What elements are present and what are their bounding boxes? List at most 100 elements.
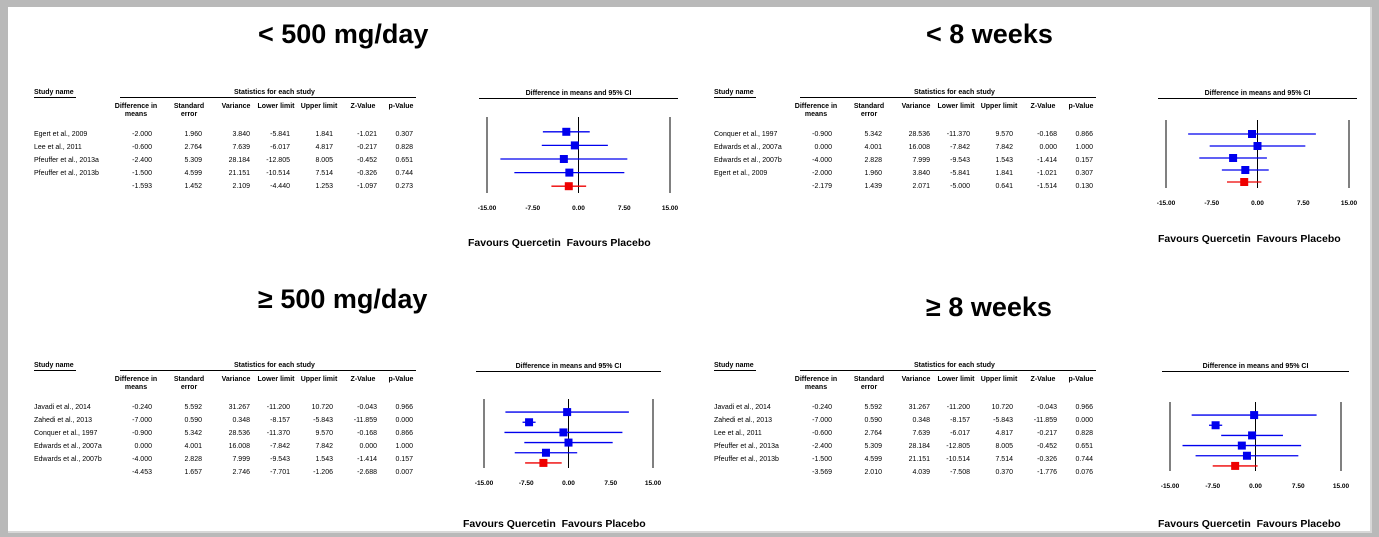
p-cell: 0.157 xyxy=(395,456,413,463)
axis-tick-label: -15.00 xyxy=(475,480,494,487)
se-cell: 0.590 xyxy=(184,417,202,424)
z-cell: -0.217 xyxy=(357,144,377,151)
forest-panel: < 8 weeks Study name Statistics for each s… xyxy=(688,7,1368,269)
col-header-p: p-Value xyxy=(1068,103,1094,110)
upper-cell: 0.641 xyxy=(995,183,1013,190)
z-cell: 0.000 xyxy=(1039,144,1057,151)
se-cell: 1.960 xyxy=(184,131,202,138)
forest-plot: -15.00 -7.50 0.00 7.50 15.00 xyxy=(1157,120,1358,207)
p-cell: 1.000 xyxy=(395,443,413,450)
diff-cell: -1.500 xyxy=(812,456,832,463)
favours-left-label: Favours Quercetin xyxy=(468,237,561,249)
plot-header: Difference in means and 95% CI xyxy=(525,90,632,97)
z-cell: -1.021 xyxy=(357,131,377,138)
lower-cell: -11.200 xyxy=(946,404,970,411)
favours-right-label: Favours Placebo xyxy=(1256,518,1341,530)
diff-cell: -4.000 xyxy=(132,456,152,463)
p-cell: 0.651 xyxy=(1075,443,1093,450)
favours-labels: Favours Quercetin Favours Placebo xyxy=(1158,518,1341,530)
variance-cell: 31.267 xyxy=(908,404,930,411)
col-header-variance: Variance xyxy=(221,376,251,383)
p-cell: 0.130 xyxy=(1075,183,1093,190)
study-name-cell: Pfeuffer et al., 2013b xyxy=(714,456,779,463)
axis-tick-label: 7.50 xyxy=(618,205,631,212)
p-cell: 0.000 xyxy=(1075,417,1093,424)
col-header-lower: Lower limit xyxy=(257,103,295,110)
se-cell: 5.309 xyxy=(184,157,202,164)
forest-panel: < 500 mg/day Study name Statistics for eac… xyxy=(8,7,688,269)
upper-cell: 1.841 xyxy=(315,131,333,138)
col-header-lower: Lower limit xyxy=(937,376,975,383)
se-cell: 5.592 xyxy=(864,404,882,411)
se-cell: 2.828 xyxy=(184,456,202,463)
axis-tick-label: 0.00 xyxy=(572,205,585,212)
diff-cell: -2.000 xyxy=(812,170,832,177)
p-cell: 0.744 xyxy=(1075,456,1093,463)
summary-point xyxy=(1231,461,1240,470)
upper-cell: 7.842 xyxy=(315,443,333,450)
summary-point xyxy=(1240,178,1249,186)
p-cell: 0.273 xyxy=(395,183,413,190)
p-cell: 0.307 xyxy=(1075,170,1093,177)
study-name-cell: Lee et al., 2011 xyxy=(34,144,82,151)
col-header-variance: Variance xyxy=(901,376,931,383)
diff-cell: -2.000 xyxy=(132,131,152,138)
z-cell: -0.168 xyxy=(357,430,377,437)
upper-cell: 10.720 xyxy=(991,404,1013,411)
variance-cell: 2.071 xyxy=(912,183,930,190)
se-cell: 4.599 xyxy=(864,456,882,463)
col-header-p: p-Value xyxy=(388,103,414,110)
study-point xyxy=(1229,154,1238,162)
upper-cell: -5.843 xyxy=(993,417,1013,424)
upper-cell: 9.570 xyxy=(995,131,1013,138)
diff-cell: -7.000 xyxy=(812,417,832,424)
panel-title: ≥ 8 weeks xyxy=(926,292,1052,322)
variance-cell: 7.639 xyxy=(232,144,250,151)
se-cell: 4.599 xyxy=(184,170,202,177)
study-point xyxy=(1248,431,1257,440)
lower-cell: -5.000 xyxy=(950,183,970,190)
upper-cell: 8.005 xyxy=(995,443,1013,450)
variance-cell: 28.536 xyxy=(908,131,930,138)
lower-cell: -5.841 xyxy=(270,131,290,138)
study-point xyxy=(1250,411,1259,420)
diff-cell: -2.400 xyxy=(132,157,152,164)
plot-header-underline xyxy=(1158,98,1357,99)
lower-cell: -12.805 xyxy=(946,443,970,450)
lower-cell: -11.200 xyxy=(266,404,290,411)
favours-left-label: Favours Quercetin xyxy=(1158,518,1251,530)
variance-cell: 3.840 xyxy=(912,170,930,177)
diff-cell: -4.000 xyxy=(812,157,832,164)
variance-cell: 16.008 xyxy=(908,144,930,151)
variance-cell: 7.999 xyxy=(912,157,930,164)
z-cell: -0.326 xyxy=(357,170,377,177)
upper-cell: -1.206 xyxy=(313,469,333,476)
axis-tick-label: 7.50 xyxy=(604,480,617,487)
col-header-se: Standard error xyxy=(853,376,885,391)
study-name-cell: Edwards et al., 2007a xyxy=(714,144,782,151)
upper-cell: 1.253 xyxy=(315,183,333,190)
diff-cell: -3.569 xyxy=(812,469,832,476)
se-cell: 5.592 xyxy=(184,404,202,411)
p-cell: 0.866 xyxy=(1075,131,1093,138)
axis-tick-label: -7.50 xyxy=(1204,200,1219,207)
favours-left-label: Favours Quercetin xyxy=(463,518,556,530)
study-point xyxy=(559,428,568,437)
study-point xyxy=(1248,130,1257,138)
diff-cell: -1.500 xyxy=(132,170,152,177)
se-cell: 5.342 xyxy=(184,430,202,437)
variance-cell: 28.184 xyxy=(228,157,250,164)
se-cell: 4.001 xyxy=(184,443,202,450)
upper-cell: 0.370 xyxy=(995,469,1013,476)
z-cell: -1.776 xyxy=(1037,469,1057,476)
lower-cell: -11.370 xyxy=(266,430,290,437)
lower-cell: -10.514 xyxy=(266,170,290,177)
col-header-p: p-Value xyxy=(388,376,414,383)
panel-title: < 8 weeks xyxy=(926,19,1053,49)
col-header-diff: Difference in means xyxy=(794,103,838,118)
stats-group-underline xyxy=(800,97,1096,98)
z-cell: -11.859 xyxy=(353,417,377,424)
study-point xyxy=(1241,166,1250,174)
study-point xyxy=(570,141,579,150)
p-cell: 0.157 xyxy=(1075,157,1093,164)
